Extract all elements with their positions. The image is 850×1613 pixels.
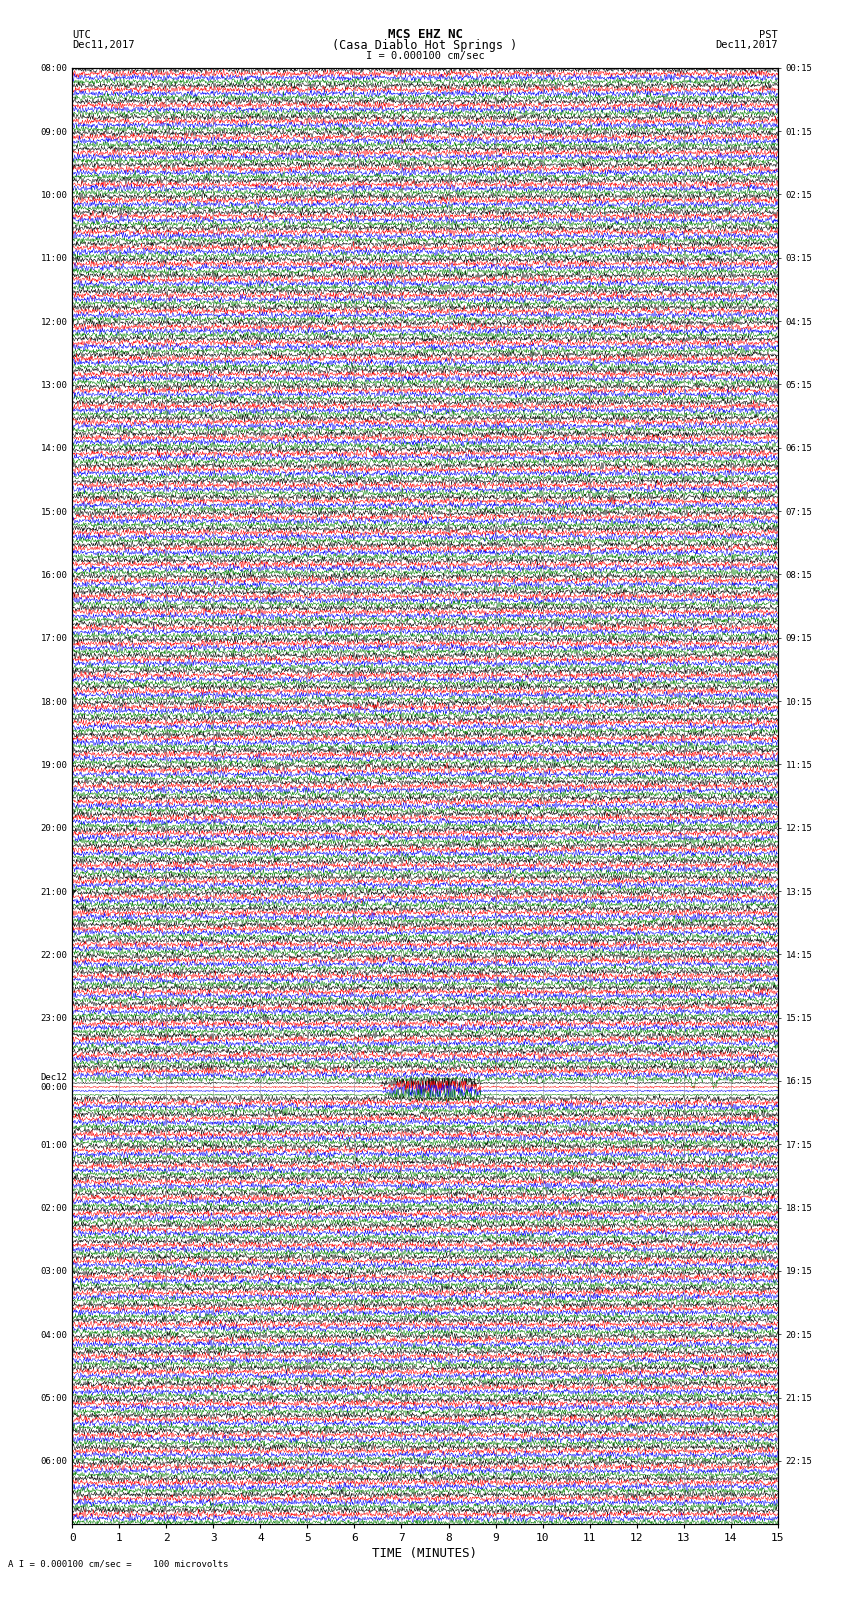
Text: (Casa Diablo Hot Springs ): (Casa Diablo Hot Springs ) [332,39,518,52]
Text: Dec11,2017: Dec11,2017 [72,40,135,50]
X-axis label: TIME (MINUTES): TIME (MINUTES) [372,1547,478,1560]
Text: UTC: UTC [72,29,91,39]
Text: MCS EHZ NC: MCS EHZ NC [388,27,462,40]
Text: I = 0.000100 cm/sec: I = 0.000100 cm/sec [366,52,484,61]
Text: Dec11,2017: Dec11,2017 [715,40,778,50]
Text: A I = 0.000100 cm/sec =    100 microvolts: A I = 0.000100 cm/sec = 100 microvolts [8,1560,229,1569]
Text: PST: PST [759,29,778,39]
